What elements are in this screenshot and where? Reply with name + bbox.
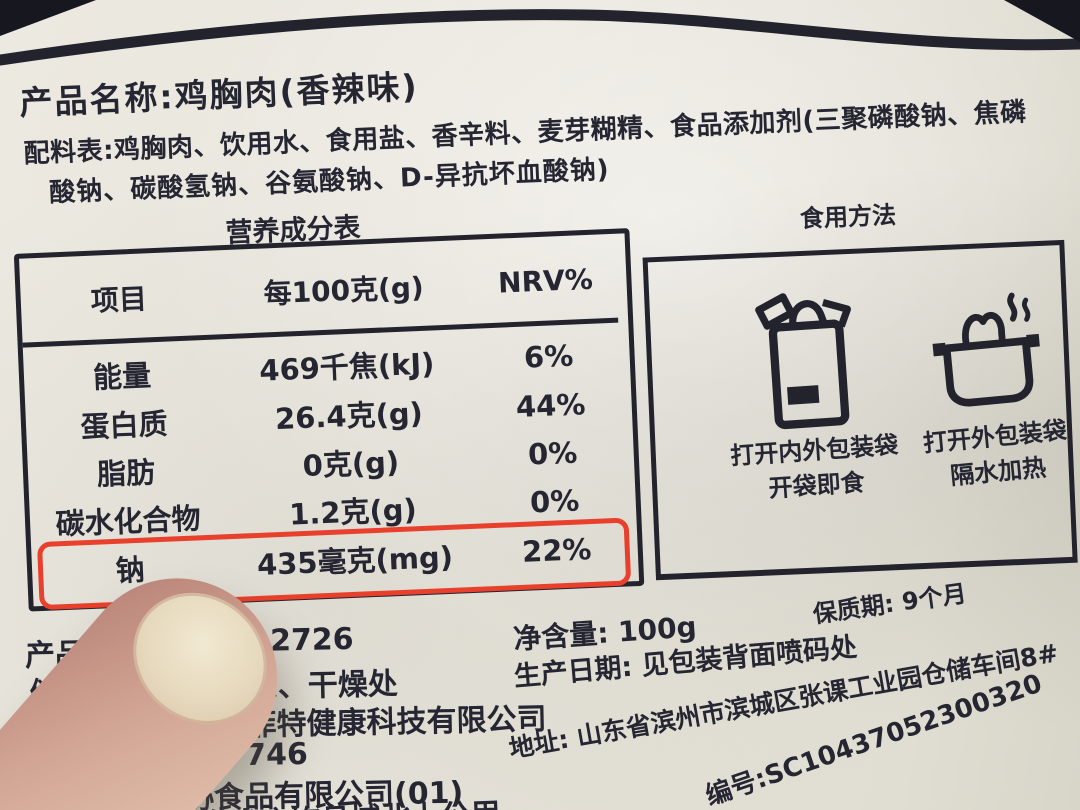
bag-open-icon <box>755 293 852 430</box>
usage-method-heat-in-water: 打开外包装袋 隔水加热 <box>906 282 1074 497</box>
top-frame-line <box>0 9 1080 66</box>
usage-section-title: 食用方法 <box>799 200 897 233</box>
phone-number-fragment: 746 <box>244 736 309 774</box>
usage-box: 打开内外包装袋 开袋即食 打开外包装袋 隔水加热 <box>642 239 1078 581</box>
pot-heating-icon <box>932 292 1040 407</box>
usage-method-ready-to-eat: 打开内外包装袋 开袋即食 <box>698 277 922 511</box>
